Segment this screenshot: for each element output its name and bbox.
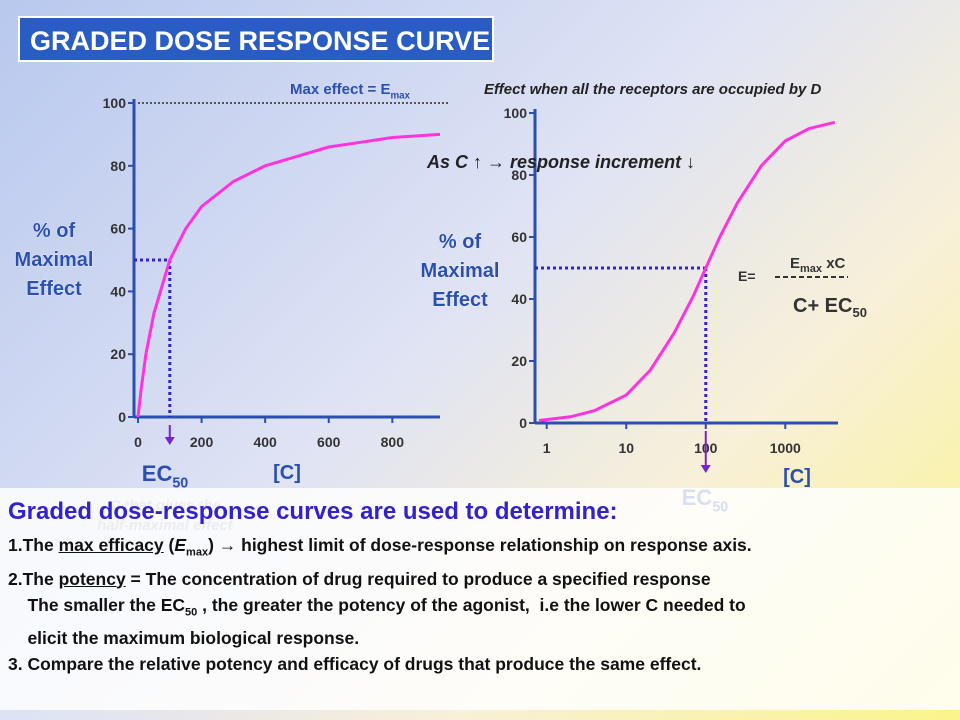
ec50-label: EC50: [142, 461, 189, 492]
slide-title: GRADED DOSE RESPONSE CURVE: [18, 16, 494, 62]
text-part: Max effect = E: [290, 81, 390, 98]
y-tick-label: 0: [118, 409, 126, 425]
text-part: 2.The: [8, 568, 59, 589]
text-part: E: [790, 255, 800, 272]
text-part: 50: [185, 606, 198, 618]
text-line: The smaller the EC50 , the greater the p…: [8, 592, 952, 626]
y-axis-label: Effect: [26, 278, 82, 300]
text-part: EC: [142, 461, 173, 486]
x-tick-label: 800: [381, 434, 405, 450]
formula-num: Emax xC: [790, 255, 846, 275]
text-line: 3. Compare the relative potency and effi…: [8, 651, 952, 677]
y-tick-label: 80: [511, 167, 527, 183]
curve: [538, 120, 836, 422]
note: As C ↑ → response increment ↓: [426, 152, 695, 172]
text-part: = The concentration of drug required to …: [125, 568, 711, 589]
y-tick-label: 100: [103, 95, 127, 111]
formula-lhs: E=: [738, 268, 756, 284]
y-tick-label: 80: [110, 158, 126, 174]
ec50-arrowhead: [700, 465, 711, 473]
text-line: 1.The max efficacy (Emax) → highest limi…: [8, 532, 952, 566]
text-part: max efficacy: [58, 535, 164, 555]
annotation: Effect when all the receptors are occupi…: [484, 81, 821, 98]
text-part: 3. Compare the relative potency and effi…: [8, 654, 702, 674]
text-part: potency: [58, 568, 126, 589]
x-tick-label: 0: [134, 434, 142, 450]
text-part: (: [163, 535, 175, 555]
text-part: 50: [852, 305, 866, 320]
text-part: 50: [172, 476, 188, 492]
y-tick-label: 100: [504, 105, 528, 121]
text-part: max: [390, 91, 410, 102]
text-part: E: [174, 535, 187, 555]
x-tick-label: 1000: [770, 440, 801, 456]
text-part: elicit the maximum biological response.: [8, 628, 360, 648]
curve: [136, 132, 441, 418]
y-tick-label: 40: [110, 283, 126, 299]
ec50-arrowhead: [164, 437, 175, 445]
text-part: , the greater the potency of the agonist…: [197, 594, 746, 615]
text-line: elicit the maximum biological response.: [8, 625, 952, 651]
formula-den: C+ EC50: [793, 295, 867, 320]
y-tick-label: 20: [511, 353, 527, 369]
text-part: ) → highest limit of dose-response relat…: [208, 535, 752, 555]
y-axis-label: % of: [439, 231, 482, 253]
y-tick-label: 40: [511, 291, 527, 307]
y-tick-label: 0: [519, 415, 527, 431]
text-part: max: [800, 263, 823, 275]
text-part: The smaller the EC: [8, 594, 185, 615]
annotation: Max effect = Emax: [290, 81, 411, 102]
y-tick-label: 60: [110, 221, 126, 237]
y-axis-label: Maximal: [15, 249, 94, 271]
y-axis-label: Effect: [432, 289, 488, 311]
x-tick-label: 600: [317, 434, 341, 450]
text-part: 1.The: [8, 535, 59, 555]
heading: Graded dose-response curves are used to …: [8, 498, 618, 525]
text-part: max: [186, 546, 209, 559]
x-tick-label: 200: [190, 434, 214, 450]
y-axis-label: Maximal: [421, 260, 500, 282]
x-tick-label: 1: [543, 440, 551, 456]
text-box: Graded dose-response curves are used to …: [0, 488, 960, 710]
y-tick-label: 60: [511, 229, 527, 245]
x-axis-label: [C]: [783, 466, 811, 488]
y-tick-label: 20: [110, 346, 126, 362]
x-axis-label: [C]: [273, 462, 301, 484]
x-tick-label: 400: [253, 434, 277, 450]
y-axis-label: % of: [33, 220, 76, 242]
text-part: C+ EC: [793, 295, 852, 317]
text-line: 2.The potency = The concentration of dru…: [8, 566, 952, 592]
text-part: xC: [822, 255, 846, 272]
x-tick-label: 10: [618, 440, 634, 456]
